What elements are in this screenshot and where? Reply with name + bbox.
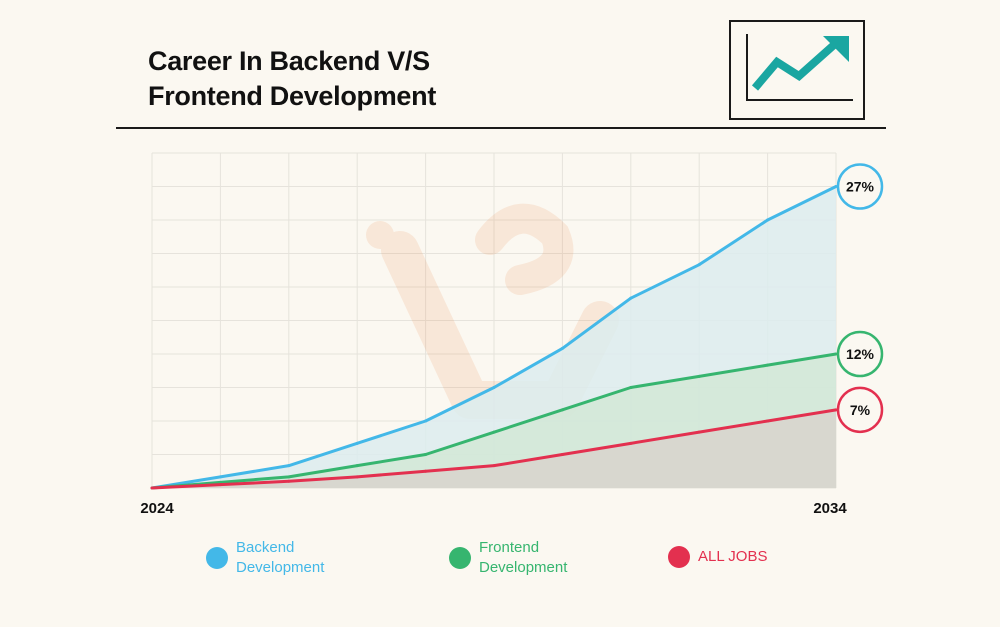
data-point-frontend [492, 430, 496, 434]
series-lines [150, 185, 838, 490]
data-point-frontend [629, 386, 633, 389]
data-point-all_jobs [150, 486, 154, 490]
data-point-backend [834, 185, 838, 188]
legend-item-all-jobs: ALL JOBS [668, 546, 808, 568]
legend-marker-frontend [449, 547, 471, 569]
data-point-backend [424, 419, 428, 423]
end-label-backend: 27% [846, 179, 875, 195]
legend-label-backend: Backend Development [236, 539, 325, 576]
data-point-frontend [560, 408, 564, 412]
end-label-circle-backend [836, 163, 884, 210]
data-point-backend [766, 218, 770, 222]
data-point-all_jobs [287, 479, 291, 483]
data-point-backend [287, 464, 291, 468]
data-point-backend [218, 475, 222, 479]
data-point-backend [492, 386, 496, 389]
area-all_jobs [152, 409, 836, 488]
chart-title: Career In Backend V/S Frontend Developme… [148, 44, 436, 114]
trending-up-chart-icon [729, 20, 865, 120]
end-label-all_jobs: 7% [850, 402, 871, 418]
data-point-frontend [424, 453, 428, 456]
data-point-frontend [287, 475, 291, 479]
title-divider [116, 127, 886, 129]
end-label-circle-all_jobs [836, 386, 884, 434]
data-point-backend [697, 263, 701, 267]
x-tick-label-end: 2034 [813, 500, 847, 517]
legend-marker-backend [206, 547, 228, 569]
data-point-backend [629, 296, 633, 300]
legend-item-frontend: Frontend Development [449, 538, 589, 578]
data-point-all_jobs [834, 408, 838, 412]
data-point-all_jobs [629, 441, 633, 445]
end-label-frontend: 12% [846, 346, 875, 362]
legend-label-frontend: Frontend Development [479, 539, 568, 576]
legend-marker-all-jobs [668, 546, 690, 568]
data-point-backend [560, 346, 564, 350]
data-point-all_jobs [218, 483, 222, 487]
data-point-frontend [766, 363, 770, 367]
data-point-backend [355, 441, 359, 445]
title-line-1: Career In Backend V/S [148, 46, 430, 76]
data-point-all_jobs [492, 464, 496, 468]
data-point-all_jobs [355, 475, 359, 479]
data-point-all_jobs [697, 430, 701, 434]
legend-label-all-jobs: ALL JOBS [698, 548, 768, 565]
series-areas [152, 186, 836, 488]
legend-item-backend: Backend Development [206, 538, 346, 578]
end-label-circle-frontend [836, 330, 884, 378]
data-point-all_jobs [766, 419, 770, 423]
x-tick-label-start: 2024 [140, 500, 174, 517]
data-point-frontend [834, 352, 838, 356]
end-labels: 27% 12% 7% [836, 163, 884, 434]
title-line-2: Frontend Development [148, 81, 437, 111]
data-point-frontend [355, 464, 359, 468]
data-point-all_jobs [424, 469, 428, 473]
data-point-frontend [697, 374, 701, 378]
data-point-all_jobs [560, 453, 564, 456]
